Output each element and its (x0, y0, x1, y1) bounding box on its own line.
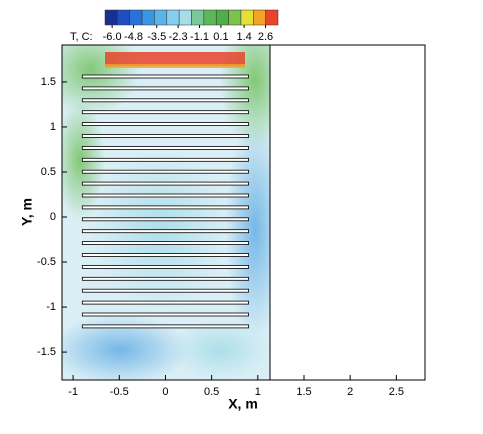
x-tick-label: -1 (68, 386, 78, 398)
colorbar-tick-label: -2.3 (169, 31, 188, 43)
shelf (81, 74, 249, 79)
shelf (81, 264, 249, 269)
colorbar-swatch (240, 9, 254, 26)
shelf (81, 205, 249, 210)
y-tick-label: -0.5 (37, 256, 56, 268)
colorbar-swatch (203, 9, 217, 26)
colorbar-tick-label: 2.6 (258, 31, 273, 43)
colorbar-swatch (178, 9, 192, 26)
plot-frame (61, 44, 426, 381)
colorbar-tick-label: -3.5 (147, 31, 166, 43)
y-tick-label: 1.5 (41, 76, 56, 88)
shelf (81, 324, 249, 329)
colorbar-swatch (154, 9, 168, 26)
x-tick-label: 0.5 (204, 386, 219, 398)
x-tick-label: 0 (162, 386, 168, 398)
colorbar-swatch (215, 9, 229, 26)
shelf (81, 193, 249, 198)
y-axis-title: Y, m (19, 198, 35, 226)
y-tick-label: 1 (50, 121, 56, 133)
colorbar-tick-label: 0.1 (213, 31, 228, 43)
colorbar-swatch (129, 9, 143, 26)
shelf (81, 253, 249, 257)
shelf (81, 122, 249, 126)
shelf (81, 288, 249, 293)
shelf (81, 110, 249, 115)
colorbar-swatch (117, 9, 130, 26)
x-axis-title: X, m (228, 396, 258, 412)
colorbar-tick-label: -6.0 (103, 31, 122, 43)
x-tick-label: 2 (347, 386, 353, 398)
y-tick-label: -1 (46, 301, 56, 313)
y-tick-label: 0 (50, 211, 56, 223)
colorbar-label: T, C: (70, 31, 93, 43)
colorbar-swatch (166, 9, 180, 26)
colorbar-swatch (191, 9, 205, 26)
shelf (81, 229, 249, 234)
y-tick-label: -1.5 (37, 346, 56, 358)
shelf (81, 98, 249, 103)
colorbar-swatch (104, 9, 118, 26)
shelf (81, 169, 249, 174)
shelf (81, 134, 249, 138)
shelf (81, 241, 249, 246)
shelf (81, 157, 249, 162)
shelf (81, 181, 249, 186)
field (62, 45, 270, 380)
y-tick-label: 0.5 (41, 166, 56, 178)
x-tick-label: 1.5 (296, 386, 311, 398)
colorbar-tick-label: 1.4 (236, 31, 251, 43)
colorbar-swatch (228, 9, 242, 26)
x-tick-label: -0.5 (110, 386, 129, 398)
x-tick-label: 1 (255, 386, 261, 398)
x-tick-label: 2.5 (389, 386, 404, 398)
colorbar-swatch (253, 9, 266, 26)
shelf (81, 300, 249, 305)
shelf (81, 86, 249, 91)
shelf (81, 145, 249, 150)
colorbar-swatch (141, 9, 155, 26)
colorbar-tick-label: -1.1 (190, 31, 209, 43)
shelf (81, 217, 249, 222)
shelf (81, 312, 249, 317)
shelf (81, 276, 249, 281)
colorbar-swatch (265, 9, 279, 26)
colorbar-tick-label: -4.8 (124, 31, 143, 43)
